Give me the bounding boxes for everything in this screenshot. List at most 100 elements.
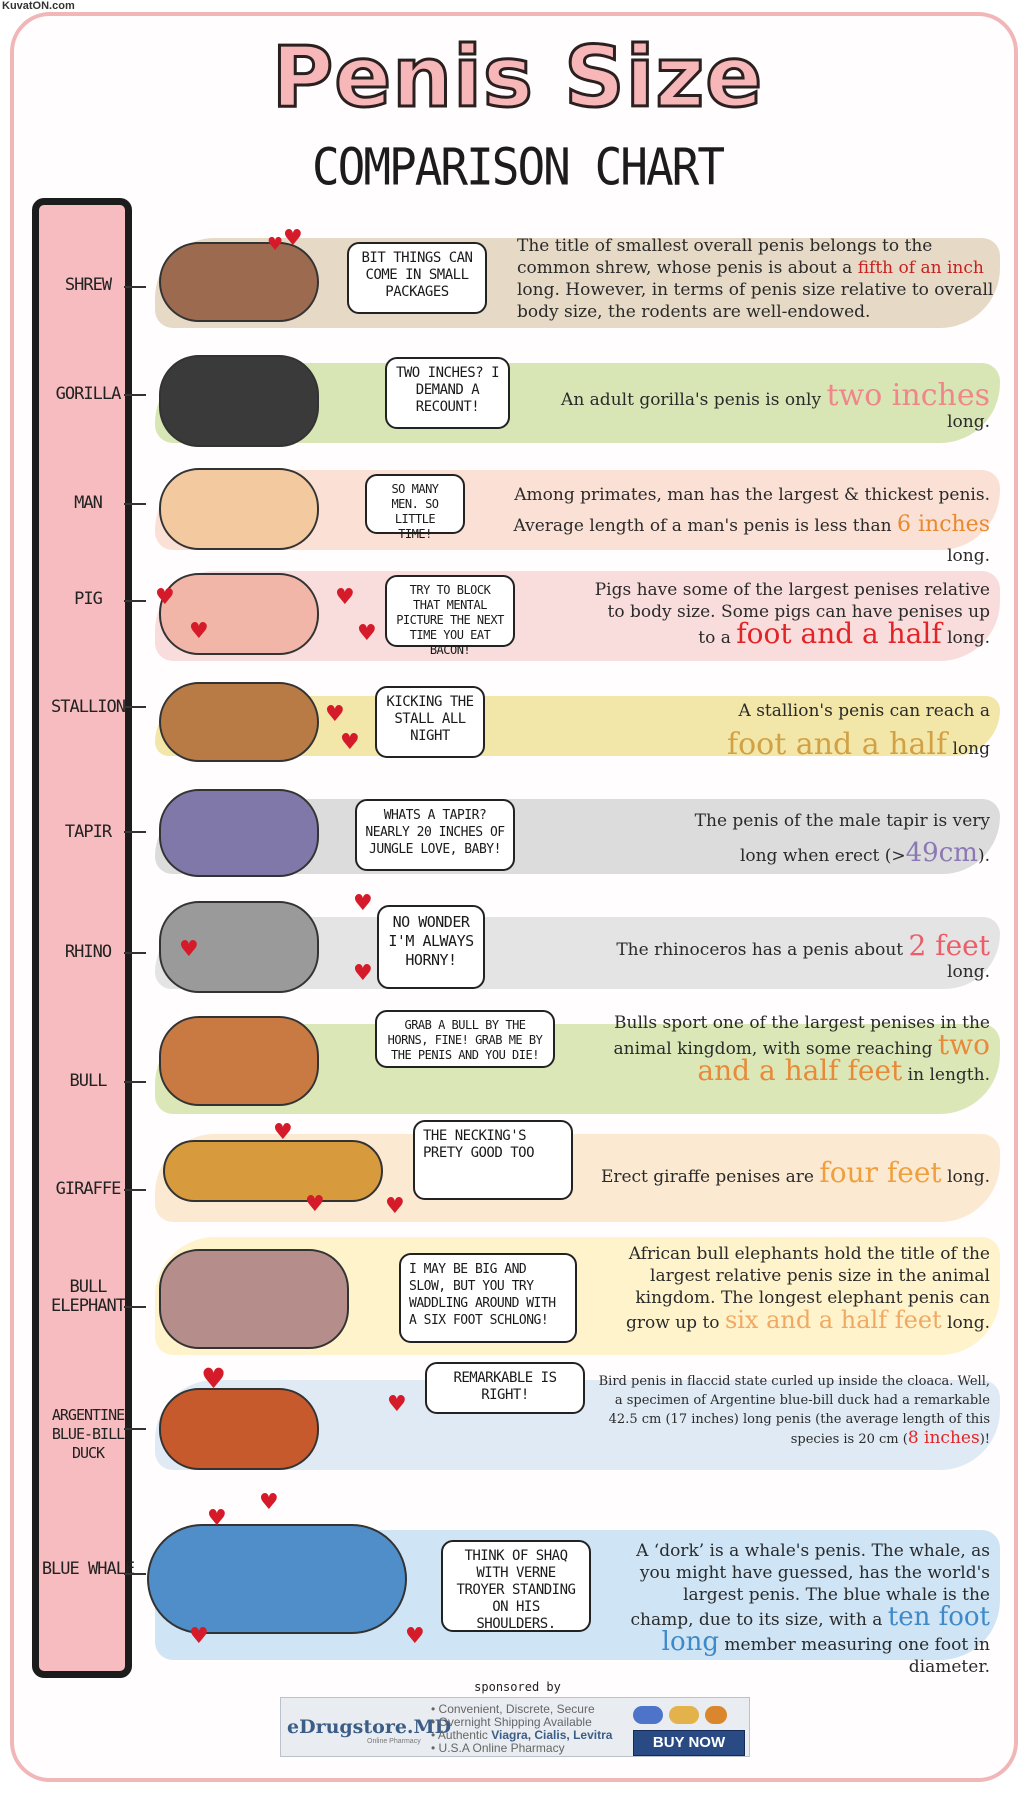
row-description: Bird penis in flaccid state curled up in… <box>598 1374 990 1448</box>
pig-illustration <box>159 573 319 655</box>
ruler-tick <box>124 952 146 954</box>
ruler-tick <box>124 600 146 602</box>
heart-icon: ♥ <box>189 1624 209 1649</box>
heart-icon: ♥ <box>201 1362 227 1395</box>
heart-icon: ♥ <box>353 961 373 986</box>
row-description: Pigs have some of the largest penises re… <box>594 580 990 650</box>
heart-icon: ♥ <box>353 891 373 916</box>
ruler-tick <box>124 1081 146 1083</box>
ruler-tick <box>124 1189 146 1191</box>
speech-bubble: TRY TO BLOCK THAT MENTAL PICTURE THE NEX… <box>385 575 515 657</box>
row-description: The rhinoceros has a penis about 2 feet … <box>616 929 990 983</box>
ruler-label-pig: PIG <box>74 589 103 609</box>
ad-brand: eDrugstore.MD <box>287 1716 452 1738</box>
row-blue-whale: ♥ ♥ ♥ ♥ THINK OF SHAQ WITH VERNE TROYER … <box>147 1480 1000 1677</box>
elephant-illustration <box>159 1249 349 1349</box>
stallion-illustration <box>159 682 319 762</box>
row-description: A stallion's penis can reach a foot and … <box>726 701 990 762</box>
page-title: Penis Size <box>270 27 764 128</box>
ad-brand-sub: Online Pharmacy <box>367 1738 421 1745</box>
ruler-tick <box>124 1573 146 1575</box>
row-bull-elephant: I MAY BE BIG AND SLOW, BUT YOU TRY WADDL… <box>155 1237 1000 1357</box>
heart-icon: ♥ <box>305 1192 325 1217</box>
ruler-tick <box>124 1306 146 1308</box>
heart-icon: ♥ <box>267 234 284 255</box>
heart-icon: ♥ <box>179 937 199 962</box>
heart-icon: ♥ <box>357 621 377 646</box>
buy-now-button[interactable]: BUY NOW <box>633 1730 745 1756</box>
row-description: Bulls sport one of the largest penises i… <box>613 1013 991 1087</box>
heart-icon: ♥ <box>283 226 303 251</box>
speech-bubble: GRAB A BULL BY THE HORNS, FINE! GRAB ME … <box>375 1010 555 1068</box>
ruler-tick <box>124 503 146 505</box>
heart-icon: ♥ <box>207 1506 227 1531</box>
ruler-tick <box>124 394 146 396</box>
row-description: The penis of the male tapir is very long… <box>694 811 990 868</box>
speech-bubble: NO WONDER I'M ALWAYS HORNY! <box>377 905 485 989</box>
row-shrew: ♥ ♥ BIT THINGS CAN COME IN SMALL PACKAGE… <box>155 226 1000 330</box>
heart-icon: ♥ <box>335 585 355 610</box>
row-gorilla: TWO INCHES? I DEMAND A RECOUNT! An adult… <box>155 345 1000 455</box>
pill-icon <box>633 1706 663 1724</box>
man-illustration <box>159 468 319 550</box>
heart-icon: ♥ <box>405 1624 425 1649</box>
heart-icon: ♥ <box>385 1194 405 1219</box>
speech-bubble: I MAY BE BIG AND SLOW, BUT YOU TRY WADDL… <box>399 1253 577 1343</box>
ruler-label-bull-elephant: BULL ELEPHANT <box>51 1277 126 1316</box>
row-stallion: ♥ ♥ KICKING THE STALL ALL NIGHT A stalli… <box>155 672 1000 772</box>
speech-bubble: TWO INCHES? I DEMAND A RECOUNT! <box>385 357 510 429</box>
ruler-label-rhino: RHINO <box>64 942 112 962</box>
row-description: Erect giraffe penises are four feet long… <box>600 1156 990 1189</box>
giraffe-illustration <box>163 1140 383 1202</box>
row-duck: ♥ ♥ REMARKABLE IS RIGHT! Bird penis in f… <box>155 1362 1000 1477</box>
heart-icon: ♥ <box>155 585 175 610</box>
ruler-label-bull: BULL <box>69 1071 108 1091</box>
tapir-illustration <box>159 789 319 877</box>
gorilla-illustration <box>159 355 319 447</box>
speech-bubble: REMARKABLE IS RIGHT! <box>425 1362 585 1414</box>
row-rhino: ♥ ♥ ♥ NO WONDER I'M ALWAYS HORNY! The rh… <box>155 891 1000 1005</box>
ruler-tick <box>124 706 146 708</box>
heart-icon: ♥ <box>259 1490 279 1515</box>
ruler-label-stallion: STALLION <box>51 697 126 717</box>
shrew-illustration <box>159 242 319 322</box>
ruler-tick <box>124 286 146 288</box>
speech-bubble: KICKING THE STALL ALL NIGHT <box>375 686 485 758</box>
pill-icon <box>669 1706 699 1724</box>
ruler-tick <box>124 1428 146 1430</box>
row-description: An adult gorilla's penis is only two inc… <box>561 378 990 433</box>
heart-icon: ♥ <box>387 1392 407 1417</box>
pill-icon <box>705 1706 727 1724</box>
bull-illustration <box>159 1016 319 1106</box>
heart-icon: ♥ <box>340 730 360 755</box>
rhino-illustration <box>159 901 319 993</box>
ad-feature-list: • Convenient, Discrete, Secure • Overnig… <box>431 1702 613 1755</box>
ruler-label-tapir: TAPIR <box>64 822 112 842</box>
speech-bubble: THINK OF SHAQ WITH VERNE TROYER STANDING… <box>441 1540 591 1632</box>
watermark: KuvatON.com <box>2 0 75 12</box>
row-description: Among primates, man has the largest & th… <box>513 485 991 566</box>
speech-bubble: THE NECKING'S PRETY GOOD TOO <box>413 1120 573 1200</box>
ruler-label-shrew: SHREW <box>64 275 112 295</box>
row-tapir: WHATS A TAPIR? NEARLY 20 INCHES OF JUNGL… <box>155 785 1000 885</box>
row-description: A ‘dork’ is a whale's penis. The whale, … <box>630 1541 990 1677</box>
row-description: African bull elephants hold the title of… <box>626 1244 990 1334</box>
whale-illustration <box>147 1524 407 1634</box>
ruler-label-man: MAN <box>74 493 103 513</box>
row-pig: ♥ ♥ ♥ ♥ TRY TO BLOCK THAT MENTAL PICTURE… <box>155 565 1000 665</box>
row-man: SO MANY MEN. SO LITTLE TIME! Among prima… <box>155 460 1000 566</box>
ruler-label-blue-whale: BLUE WHALE <box>41 1559 135 1579</box>
heart-icon: ♥ <box>273 1120 293 1145</box>
ruler-label-giraffe: GIRAFFE <box>55 1179 122 1199</box>
page-subtitle: COMPARISON CHART <box>311 137 725 197</box>
ruler-tick <box>124 831 146 833</box>
size-ruler <box>32 198 132 1678</box>
row-giraffe: ♥ ♥ ♥ THE NECKING'S PRETY GOOD TOO Erect… <box>155 1120 1000 1230</box>
speech-bubble: WHATS A TAPIR? NEARLY 20 INCHES OF JUNGL… <box>355 799 515 871</box>
heart-icon: ♥ <box>189 619 209 644</box>
ruler-label-duck: ARGENTINE BLUE-BILL DUCK <box>51 1406 125 1462</box>
sponsor-ad[interactable]: eDrugstore.MD Online Pharmacy • Convenie… <box>280 1697 750 1757</box>
row-bull: GRAB A BULL BY THE HORNS, FINE! GRAB ME … <box>155 1010 1000 1120</box>
ruler-label-gorilla: GORILLA <box>55 384 122 404</box>
heart-icon: ♥ <box>325 702 345 727</box>
